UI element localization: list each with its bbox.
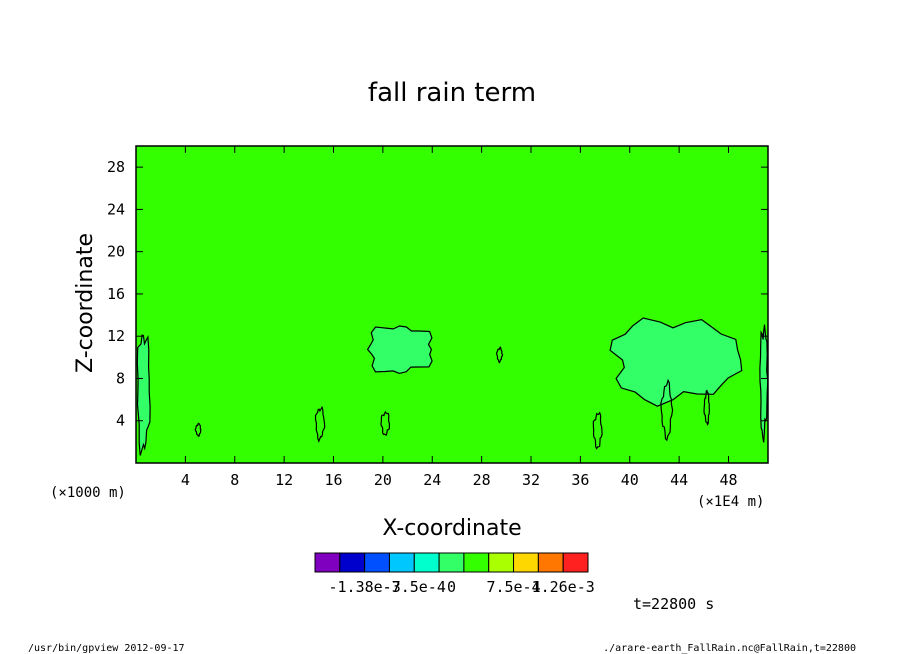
colorbar-swatch: [314, 552, 341, 573]
y-tick-label: 20: [107, 243, 125, 261]
colorbar-swatch: [537, 552, 564, 573]
contour-feature: [495, 346, 504, 364]
colorbar-swatch: [513, 552, 539, 573]
plot-frame: [135, 145, 769, 464]
x-tick-label: 40: [621, 471, 639, 489]
chart-title: fall rain term: [368, 78, 536, 108]
colorbar-label: -7.5e-4: [383, 578, 446, 596]
colorbar: [314, 552, 589, 573]
x-tick-label: 4: [181, 471, 190, 489]
colorbar-swatch: [413, 552, 440, 573]
x-tick-label: 16: [324, 471, 342, 489]
footer-right: ./arare-earth_FallRain.nc@FallRain,t=228…: [603, 643, 856, 654]
colorbar-label: 0: [447, 578, 456, 596]
contour-feature: [592, 411, 603, 450]
plot-background: [136, 146, 768, 463]
y-tick-label: 28: [107, 158, 125, 176]
colorbar-swatch: [364, 552, 390, 573]
x-axis-ticks: 4 8 12 16 20 24 28 32 36 40 44 48: [181, 146, 738, 489]
contour-feature: [314, 405, 326, 443]
colorbar-swatch: [463, 552, 490, 573]
footer-left: /usr/bin/gpview 2012-09-17: [28, 643, 185, 654]
x-unit-label: (×1E4 m): [697, 494, 764, 510]
y-tick-label: 4: [116, 412, 125, 430]
colorbar-label: 7.5e-4: [486, 578, 540, 596]
x-tick-label: 28: [473, 471, 491, 489]
contour-feature: [759, 324, 769, 443]
x-tick-label: 48: [719, 471, 737, 489]
y-unit-label: (×1000 m): [50, 485, 126, 501]
y-tick-label: 8: [116, 369, 125, 387]
y-axis-ticks: 4 8 12 16 20 24 28: [107, 158, 768, 430]
y-axis-label: Z-coordinate: [73, 233, 98, 373]
time-label: t=22800 s: [633, 595, 714, 613]
colorbar-label: 1.26e-3: [532, 578, 595, 596]
colorbar-swatch: [438, 552, 465, 573]
colorbar-swatch: [562, 552, 589, 573]
contour-feature: [366, 325, 433, 375]
y-tick-label: 24: [107, 200, 125, 218]
x-axis-label: X-coordinate: [382, 516, 521, 541]
x-tick-label: 44: [670, 471, 688, 489]
y-tick-label: 16: [107, 285, 125, 303]
colorbar-swatch: [488, 552, 515, 573]
contour-feature: [194, 422, 202, 437]
colorbar-swatch: [339, 552, 366, 573]
y-tick-label: 12: [107, 327, 125, 345]
contour-feature: [380, 410, 390, 436]
x-tick-label: 32: [522, 471, 540, 489]
x-tick-label: 12: [275, 471, 293, 489]
contour-feature: [660, 378, 674, 442]
x-tick-label: 20: [374, 471, 392, 489]
contour-feature: [609, 317, 743, 407]
contour-features: [136, 317, 769, 456]
x-tick-label: 24: [423, 471, 441, 489]
contour-feature: [136, 334, 151, 456]
contour-feature: [703, 389, 711, 426]
colorbar-swatch: [388, 552, 415, 573]
colorbar-label: -1.38e-3: [329, 578, 401, 596]
x-tick-label: 36: [571, 471, 589, 489]
x-tick-label: 8: [230, 471, 239, 489]
colorbar-labels: -1.38e-3-7.5e-4 0 7.5e-41.26e-3: [329, 578, 595, 596]
